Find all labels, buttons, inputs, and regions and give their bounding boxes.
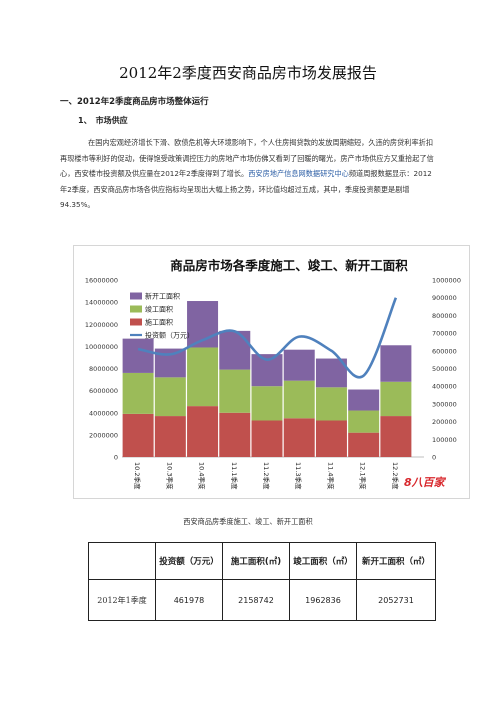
y2-tick-label: 300000 bbox=[432, 400, 457, 408]
y-tick-label: 12000000 bbox=[85, 321, 118, 329]
y2-tick-label: 100000 bbox=[432, 436, 457, 444]
bar-segment bbox=[380, 345, 412, 382]
investment-line bbox=[137, 297, 398, 379]
bar-segment bbox=[348, 432, 380, 457]
y2-tick-label: 600000 bbox=[432, 347, 457, 355]
legend-label: 投资额（万元） bbox=[145, 331, 194, 340]
legend-swatch bbox=[130, 318, 142, 326]
bar-segment bbox=[283, 349, 315, 381]
y2-tick-label: 500000 bbox=[432, 365, 457, 373]
y2-tick-label: 800000 bbox=[432, 312, 457, 320]
bar-segment bbox=[187, 347, 219, 407]
x-tick-label: 11.1季度 bbox=[230, 462, 239, 490]
x-tick-label: 10.4季度 bbox=[198, 462, 207, 490]
bar-segment bbox=[283, 380, 315, 419]
bar-segment bbox=[315, 420, 347, 457]
bar-segment bbox=[380, 381, 412, 417]
table-cell: 2052731 bbox=[356, 579, 436, 621]
chart-title: 商品房市场各季度施工、竣工、新开工面积 bbox=[170, 258, 408, 273]
y-tick-label: 4000000 bbox=[89, 409, 118, 417]
legend-label: 竣工面积 bbox=[145, 305, 173, 314]
subsection-heading: 1、 市场供应 bbox=[78, 116, 128, 125]
bar-segment bbox=[251, 420, 283, 457]
legend-swatch bbox=[130, 292, 142, 300]
legend-label: 施工面积 bbox=[145, 318, 173, 327]
y-tick-label: 14000000 bbox=[85, 299, 118, 307]
x-tick-label: 12.1季度 bbox=[359, 462, 368, 490]
paragraph-text-1: 在国内宏观经济增长下滑、欧债危机等大环境影响下，个人住房揭贷款的发放周期缩短，久… bbox=[60, 138, 434, 179]
table-cell: 2158742 bbox=[222, 579, 290, 621]
bar-segment bbox=[122, 372, 154, 414]
y2-tick-label: 700000 bbox=[432, 330, 457, 338]
bar-segment bbox=[219, 330, 251, 370]
x-tick-label: 11.4季度 bbox=[326, 462, 335, 490]
paragraph-text-4: 2012年2季度，西安商品房市场各供应指标均呈现出大幅上扬之势，环比值均超过五成… bbox=[60, 169, 432, 194]
y2-tick-label: 0 bbox=[432, 454, 436, 462]
section-heading: 一、2012年2季度商品房市场整体运行 bbox=[60, 97, 209, 107]
chart-frame: 商品房市场各季度施工、竣工、新开工面积 0 2000000 4000000 600000… bbox=[73, 245, 470, 499]
page-title: 2012年2季度西安商品房市场发展报告 bbox=[119, 64, 377, 82]
bar-segment bbox=[122, 413, 154, 457]
data-center-link[interactable]: 西安房地产信息网数据研究中心 bbox=[248, 169, 349, 179]
y-tick-label: 2000000 bbox=[89, 431, 118, 439]
y-tick-label: 0 bbox=[114, 454, 118, 462]
bar-segment bbox=[315, 387, 347, 421]
intro-paragraph: 在国内宏观经济增长下滑、欧债危机等大环境影响下，个人住房揭贷款的发放周期缩短，久… bbox=[60, 135, 438, 213]
y-tick-label: 10000000 bbox=[85, 343, 118, 351]
bar-segment bbox=[348, 389, 380, 411]
y2-tick-label: 200000 bbox=[432, 418, 457, 426]
bar-segment bbox=[154, 416, 186, 457]
bar-segment bbox=[219, 369, 251, 413]
bar-segment bbox=[122, 338, 154, 373]
table-header-cell: 投资额（万元） bbox=[155, 542, 223, 580]
table-header-cell: 竣工面积（㎡） bbox=[289, 542, 357, 580]
x-tick-label: 10.2季度 bbox=[133, 462, 142, 490]
legend-label: 新开工面积 bbox=[145, 292, 180, 301]
bar-segment bbox=[380, 416, 412, 457]
table-row-label: 2012年1季度 bbox=[88, 579, 156, 621]
bar-segment bbox=[283, 418, 315, 457]
legend-swatch bbox=[130, 305, 142, 313]
area-chart: 商品房市场各季度施工、竣工、新开工面积020000004000000600000… bbox=[85, 258, 461, 490]
data-table: 投资额（万元） 施工面积(㎡) 竣工面积（㎡） 新开工面积（㎡） 2012年1季度 46… bbox=[88, 542, 436, 621]
bar-segment bbox=[348, 410, 380, 433]
y2-tick-label: 400000 bbox=[432, 383, 457, 391]
y-tick-label: 8000000 bbox=[89, 365, 118, 373]
bar-segment bbox=[154, 377, 186, 417]
x-tick-label: 12.2季度 bbox=[391, 462, 400, 490]
chart-caption: 西安商品房季度施工、竣工、新开工面积 bbox=[183, 517, 313, 526]
y2-tick-label: 900000 bbox=[432, 294, 457, 302]
bar-segment bbox=[187, 406, 219, 457]
y-tick-label: 6000000 bbox=[89, 387, 118, 395]
bar-segment bbox=[219, 412, 251, 457]
table-header-cell: 施工面积(㎡) bbox=[222, 542, 290, 580]
watermark-logo: 8八百家 bbox=[404, 476, 447, 489]
paragraph-text-2: 2012年2季度得到了增长。 bbox=[160, 169, 249, 179]
y-tick-label: 16000000 bbox=[85, 277, 118, 285]
paragraph-text-5: 94.35%。 bbox=[60, 200, 95, 210]
y2-tick-label: 1000000 bbox=[432, 277, 461, 285]
x-tick-label: 10.3季度 bbox=[165, 462, 174, 490]
table-row: 2012年1季度 461978 2158742 1962836 2052731 bbox=[88, 579, 436, 621]
table-header-cell: 新开工面积（㎡） bbox=[356, 542, 436, 580]
x-tick-label: 11.2季度 bbox=[262, 462, 271, 490]
x-tick-label: 11.3季度 bbox=[294, 462, 303, 490]
table-cell: 461978 bbox=[155, 579, 223, 621]
table-cell: 1962836 bbox=[289, 579, 357, 621]
paragraph-text-3: 频道周报数据显示： bbox=[348, 169, 414, 179]
table-header-row: 投资额（万元） 施工面积(㎡) 竣工面积（㎡） 新开工面积（㎡） bbox=[88, 542, 436, 580]
bar-segment bbox=[251, 386, 283, 421]
table-header-cell bbox=[88, 542, 156, 580]
